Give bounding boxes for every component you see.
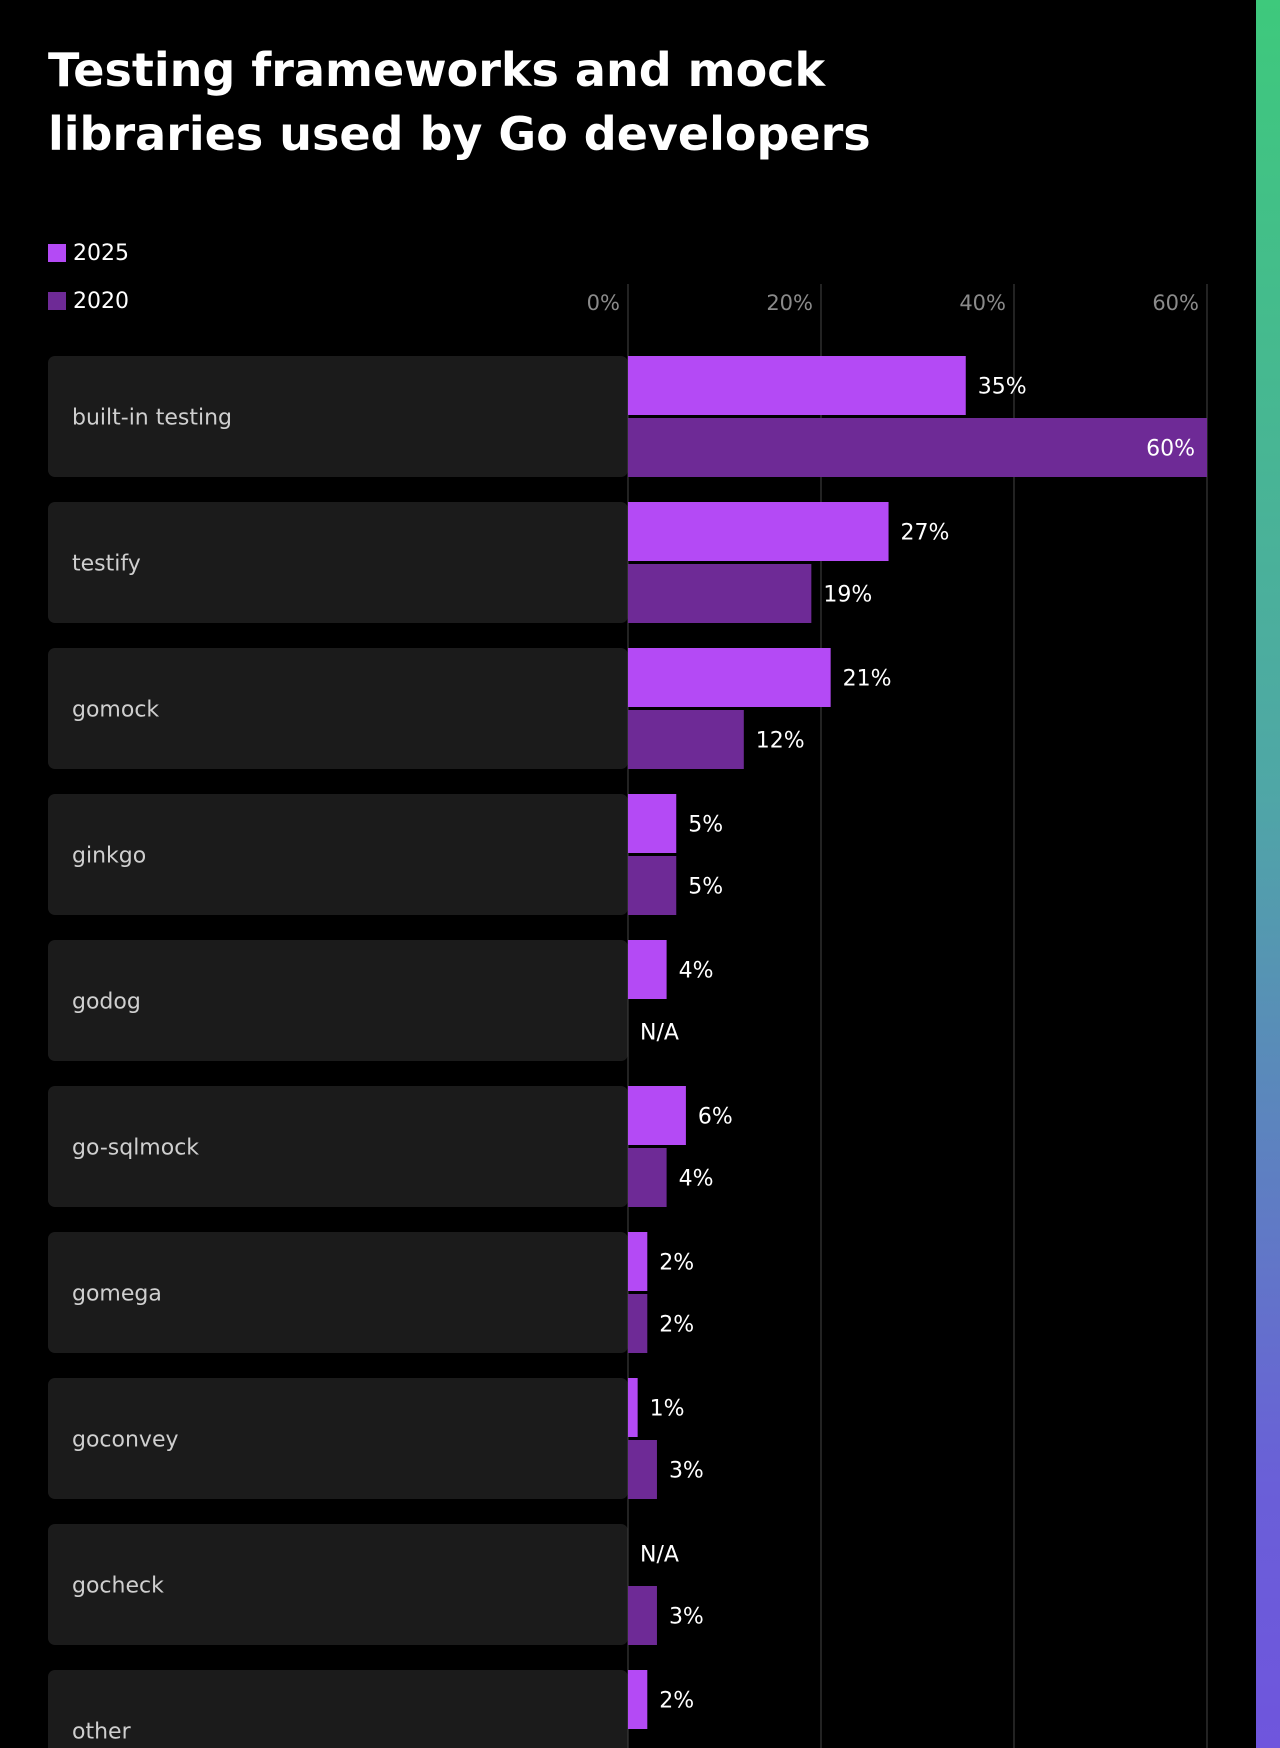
legend-label-2025: 2025 — [73, 240, 129, 266]
bar-2025 — [628, 1232, 648, 1291]
legend-swatch-2025 — [48, 244, 66, 262]
value-label: 3% — [669, 1605, 704, 1630]
value-label: 2% — [659, 1313, 694, 1338]
value-label: 35% — [978, 375, 1027, 400]
bar-2025 — [628, 356, 966, 415]
value-label-na: N/A — [640, 1543, 679, 1568]
bar-2025 — [628, 1378, 638, 1437]
category-row-background — [48, 356, 628, 477]
category-row-background — [48, 502, 628, 623]
category-row-background — [48, 1670, 628, 1748]
bar-2020 — [628, 710, 744, 769]
value-label: 2% — [659, 1251, 694, 1276]
category-label: goconvey — [72, 1428, 179, 1453]
category-label: built-in testing — [72, 406, 232, 431]
category-row-background — [48, 940, 628, 1061]
value-label-na: N/A — [640, 1021, 679, 1046]
bar-2025 — [628, 940, 667, 999]
legend-label-2020: 2020 — [73, 288, 129, 314]
category-label: other — [72, 1720, 132, 1745]
value-label: 2% — [659, 1689, 694, 1714]
category-label: go-sqlmock — [72, 1136, 199, 1161]
category-row-background — [48, 1086, 628, 1207]
value-label: 21% — [843, 667, 892, 692]
legend-item-2025: 2025 — [48, 238, 129, 268]
category-row-background — [48, 794, 628, 915]
legend-item-2020: 2020 — [48, 286, 129, 316]
bar-2020 — [628, 1440, 657, 1499]
bar-2025 — [628, 1086, 686, 1145]
bar-2020 — [628, 1586, 657, 1645]
value-label: 3% — [669, 1459, 704, 1484]
category-label: gocheck — [72, 1574, 164, 1599]
bar-2025 — [628, 648, 831, 707]
side-gradient-strip — [1256, 0, 1280, 1748]
tick-label: 20% — [766, 291, 813, 315]
bar-2020 — [628, 564, 812, 623]
legend-swatch-2020 — [48, 292, 66, 310]
category-row-background — [48, 1524, 628, 1645]
value-label: 4% — [679, 1167, 714, 1192]
value-label: 27% — [901, 521, 950, 546]
value-label: 4% — [679, 959, 714, 984]
bar-2020 — [628, 1148, 667, 1207]
tick-label: 0% — [587, 291, 620, 315]
tick-label: 60% — [1152, 291, 1199, 315]
bar-2025 — [628, 794, 677, 853]
value-label: 5% — [688, 813, 723, 838]
bar-2025 — [628, 1670, 648, 1729]
category-label: testify — [72, 552, 141, 577]
bar-2020 — [628, 1294, 648, 1353]
bar-2020 — [628, 856, 677, 915]
tick-label: 40% — [959, 291, 1006, 315]
value-label: 6% — [698, 1105, 733, 1130]
value-label: 5% — [688, 875, 723, 900]
value-label: 1% — [650, 1397, 685, 1422]
value-label: 12% — [756, 729, 805, 754]
category-row-background — [48, 648, 628, 769]
category-label: gomega — [72, 1282, 162, 1307]
bar-2020 — [628, 418, 1207, 477]
category-label: ginkgo — [72, 844, 146, 869]
value-label: 19% — [823, 583, 872, 608]
category-row-background — [48, 1378, 628, 1499]
bar-2025 — [628, 502, 889, 561]
category-label: gomock — [72, 698, 159, 723]
category-row-background — [48, 1232, 628, 1353]
value-label: 60% — [1146, 437, 1195, 462]
category-label: godog — [72, 990, 141, 1015]
chart-title: Testing frameworks and mock libraries us… — [48, 43, 871, 161]
